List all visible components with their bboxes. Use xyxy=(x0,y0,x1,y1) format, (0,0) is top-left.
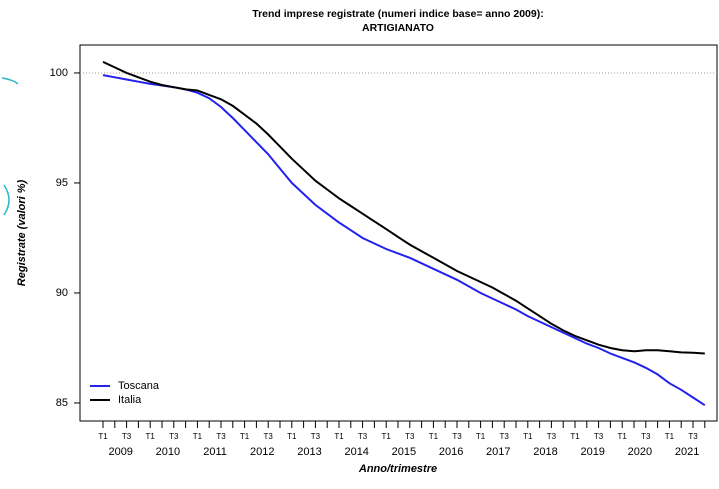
year-label: 2021 xyxy=(675,446,699,458)
x-tick-label: T3 xyxy=(122,432,132,441)
x-tick-label: T3 xyxy=(216,432,226,441)
y-tick-label: 90 xyxy=(56,287,68,299)
x-tick-label: T1 xyxy=(287,432,297,441)
year-label: 2019 xyxy=(580,446,604,458)
year-label: 2009 xyxy=(108,446,132,458)
x-tick-label: T1 xyxy=(570,432,580,441)
y-tick-label: 95 xyxy=(56,177,68,189)
x-tick-label: T1 xyxy=(193,432,203,441)
x-tick-label: T3 xyxy=(405,432,415,441)
x-tick-label: T1 xyxy=(523,432,533,441)
decoration xyxy=(1,77,19,85)
series-line xyxy=(102,74,706,407)
x-tick-label: T1 xyxy=(334,432,344,441)
x-tick-label: T3 xyxy=(500,432,510,441)
x-tick-label: T3 xyxy=(169,432,179,441)
year-label: 2018 xyxy=(533,446,557,458)
year-label: 2010 xyxy=(156,446,180,458)
x-tick-label: T3 xyxy=(311,432,321,441)
x-tick-label: T3 xyxy=(594,432,604,441)
x-tick-label: T1 xyxy=(476,432,486,441)
year-label: 2017 xyxy=(486,446,510,458)
x-tick-label: T1 xyxy=(98,432,108,441)
year-label: 2013 xyxy=(297,446,321,458)
series-line xyxy=(102,60,705,355)
x-tick-label: T3 xyxy=(547,432,557,441)
x-tick-label: T1 xyxy=(382,432,392,441)
x-axis-label: Anno/trimestre xyxy=(358,463,437,475)
x-tick-label: T3 xyxy=(358,432,368,441)
year-label: 2020 xyxy=(628,446,652,458)
y-tick-label: 85 xyxy=(56,397,68,409)
x-tick-label: T3 xyxy=(688,432,698,441)
year-label: 2015 xyxy=(392,446,416,458)
year-label: 2011 xyxy=(203,446,227,458)
chart-subtitle: ARTIGIANATO xyxy=(362,22,434,34)
decoration xyxy=(3,184,10,216)
y-axis-label: Registrate (valori %) xyxy=(16,179,28,286)
x-tick-label: T3 xyxy=(264,432,274,441)
x-tick-label: T1 xyxy=(146,432,156,441)
year-label: 2012 xyxy=(250,446,274,458)
chart-title: Trend imprese registrate (numeri indice … xyxy=(252,8,543,20)
x-tick-label: T1 xyxy=(665,432,675,441)
x-tick-label: T3 xyxy=(452,432,462,441)
x-tick-label: T1 xyxy=(429,432,439,441)
year-label: 2014 xyxy=(344,446,368,458)
legend-label: Toscana xyxy=(118,380,160,392)
x-tick-label: T1 xyxy=(618,432,628,441)
year-label: 2016 xyxy=(439,446,463,458)
y-tick-label: 100 xyxy=(50,67,68,79)
plot-box xyxy=(79,44,718,422)
x-tick-label: T1 xyxy=(240,432,250,441)
legend-label: Italia xyxy=(118,394,142,406)
x-tick-label: T3 xyxy=(641,432,651,441)
